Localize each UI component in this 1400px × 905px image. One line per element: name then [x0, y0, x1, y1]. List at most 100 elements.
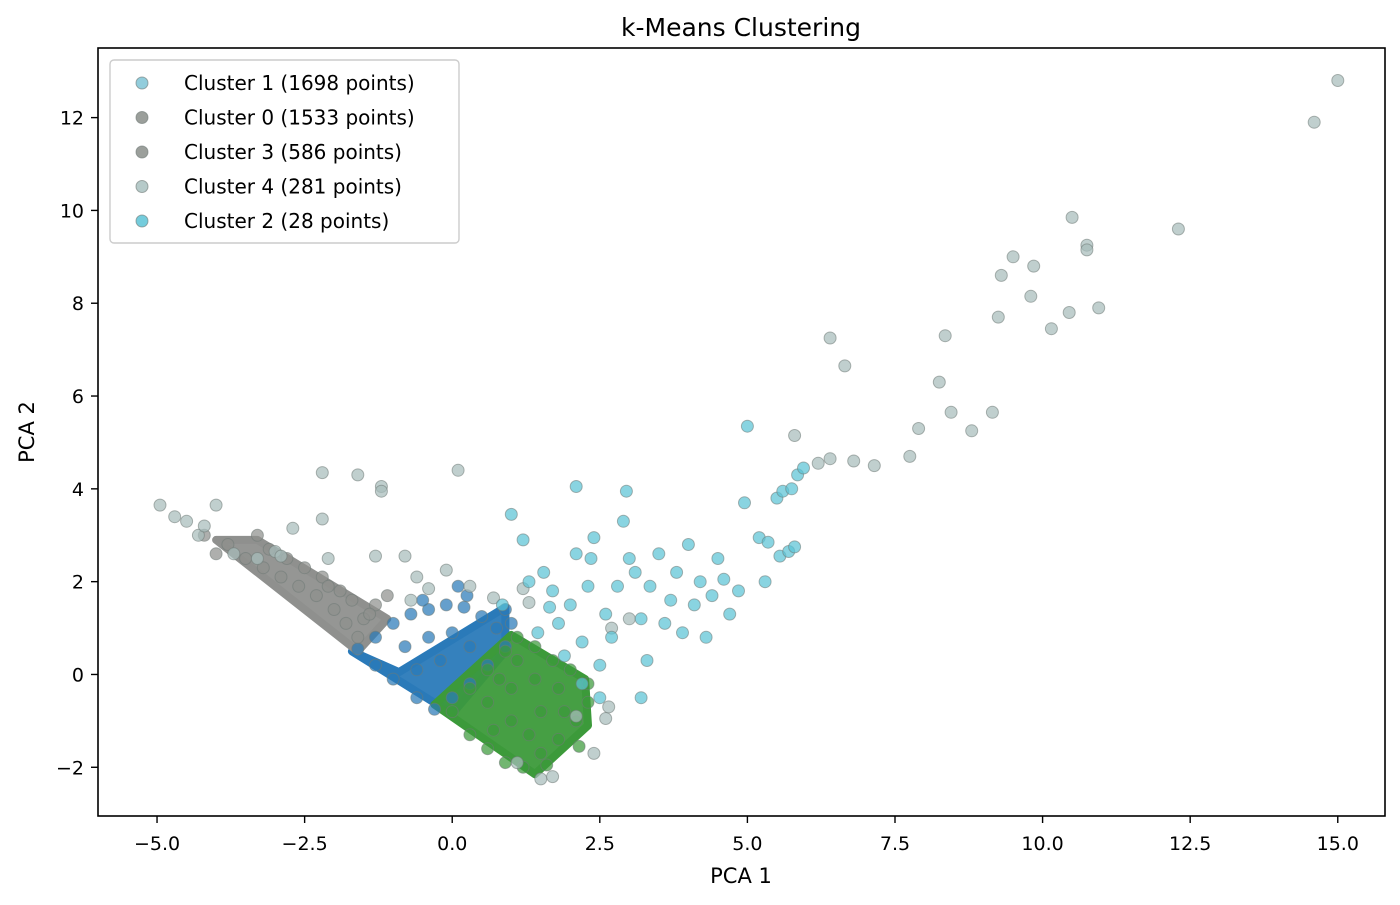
legend-label: Cluster 1 (1698 points): [184, 71, 415, 95]
scatter-point: [1307, 115, 1321, 129]
legend-box: [109, 59, 460, 244]
scatter-point: [445, 691, 459, 705]
scatter-point: [552, 732, 565, 746]
scatter-point: [457, 600, 471, 614]
scatter-point: [944, 405, 958, 419]
scatter-point: [572, 739, 586, 753]
y-tick-label: 6: [72, 386, 84, 408]
scatter-point: [622, 552, 636, 565]
scatter-point: [628, 565, 642, 579]
scatter-point: [369, 598, 382, 612]
scatter-point: [250, 552, 264, 565]
scatter-point: [239, 552, 253, 565]
scatter-point: [552, 616, 565, 630]
scatter-point: [191, 528, 205, 542]
scatter-point: [599, 712, 613, 725]
scatter-point: [640, 654, 654, 667]
scatter-point: [634, 612, 648, 626]
scatter-point: [333, 584, 347, 598]
scatter-point: [351, 642, 365, 656]
scatter-point: [369, 658, 382, 672]
scatter-point: [463, 579, 477, 593]
scatter-point: [838, 359, 852, 373]
legend-label: Cluster 3 (586 points): [184, 140, 402, 164]
x-tick-label: 10.0: [1021, 833, 1063, 855]
scatter-point: [670, 565, 684, 579]
scatter-point: [410, 691, 424, 705]
scatter-point: [605, 630, 619, 644]
scatter-point: [732, 584, 745, 598]
scatter-point: [433, 654, 447, 667]
scatter-point: [498, 756, 512, 770]
scatter-point: [315, 512, 329, 526]
scatter-point: [380, 589, 394, 603]
scatter-point: [569, 480, 583, 493]
scatter-point: [705, 589, 719, 603]
y-tick-label: 12: [60, 108, 84, 130]
scatter-point: [1062, 306, 1076, 319]
scatter-point: [422, 582, 436, 596]
y-tick-label: 4: [72, 479, 84, 501]
scatter-point: [634, 691, 648, 705]
scatter-point: [274, 570, 288, 584]
scatter-point: [1080, 243, 1094, 257]
scatter-point: [738, 496, 751, 510]
scatter-point: [404, 607, 418, 621]
scatter-point: [250, 528, 264, 542]
scatter-point: [227, 547, 241, 561]
scatter-point: [619, 484, 633, 498]
scatter-point: [510, 654, 524, 667]
scatter-point: [676, 626, 689, 640]
scatter-point: [286, 521, 300, 535]
scatter-point: [339, 616, 353, 630]
legend-marker: [135, 145, 149, 159]
legend-marker: [135, 111, 149, 124]
y-tick-label: 2: [72, 572, 84, 594]
scatter-point: [534, 772, 548, 786]
scatter-point: [504, 681, 518, 695]
scatter-point: [785, 482, 799, 496]
scatter-point: [994, 268, 1008, 282]
scatter-point: [563, 663, 577, 677]
legend-label: Cluster 0 (1533 points): [184, 106, 415, 130]
scatter-point: [557, 705, 571, 719]
scatter-point: [209, 547, 223, 561]
scatter-point: [522, 728, 536, 742]
scatter-point: [256, 561, 270, 575]
scatter-point: [552, 681, 565, 695]
scatter-point: [823, 331, 837, 345]
scatter-point: [386, 672, 400, 686]
scatter-point: [510, 756, 524, 770]
scatter-point: [616, 514, 630, 528]
scatter-point: [374, 484, 388, 498]
scatter-point: [912, 422, 926, 435]
scatter-point: [611, 579, 624, 593]
scatter-point: [428, 702, 441, 716]
scatter-point: [475, 610, 489, 623]
scatter-point: [422, 603, 436, 616]
scatter-point: [416, 593, 430, 607]
scatter-point: [575, 677, 589, 691]
scatter-point: [445, 705, 459, 719]
scatter-point: [274, 549, 288, 563]
scatter-point: [531, 626, 545, 640]
scatter-point: [643, 579, 657, 593]
plot-frame: [97, 47, 1386, 817]
y-axis-label: PCA 2: [15, 401, 39, 463]
x-tick-label: −5.0: [134, 833, 180, 855]
scatter-point: [581, 579, 595, 593]
scatter-point: [569, 547, 583, 561]
scatter-point: [445, 626, 459, 640]
scatter-point: [581, 695, 595, 709]
y-tick-label: 0: [72, 664, 84, 686]
scatter-point: [463, 640, 477, 654]
scatter-point: [740, 419, 754, 433]
scatter-point: [823, 452, 837, 466]
scatter-point: [522, 575, 536, 589]
scatter-point: [439, 563, 453, 577]
scatter-point: [345, 593, 359, 607]
scatter-point: [1044, 322, 1058, 336]
scatter-point: [315, 466, 329, 480]
scatter-point: [510, 630, 524, 644]
scatter-point: [622, 612, 636, 626]
